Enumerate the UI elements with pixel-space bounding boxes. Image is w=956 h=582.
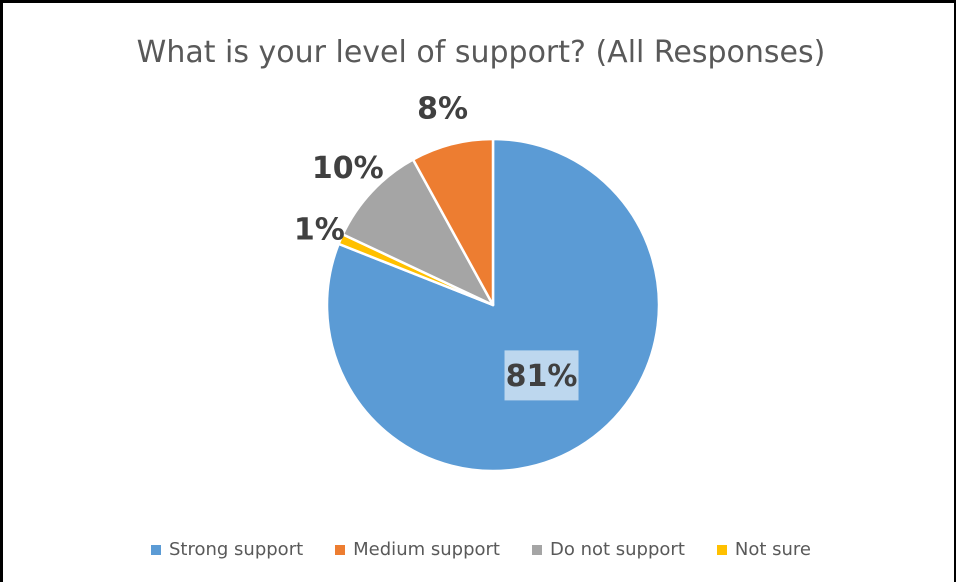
pie-chart: 81% 1% 10% 8%	[294, 91, 661, 473]
data-label-background	[504, 350, 579, 401]
legend-swatch	[335, 544, 346, 555]
legend-item-not-sure: Not sure	[716, 539, 811, 560]
legend: Strong support Medium support Do not sup…	[3, 539, 956, 560]
data-label-not-sure: 1%	[294, 212, 345, 247]
pie-slice-do-not-support	[341, 158, 495, 307]
data-label-do-not-support: 10%	[312, 151, 384, 186]
data-label-medium-support: 8%	[417, 91, 468, 126]
legend-swatch	[716, 544, 727, 555]
legend-swatch	[531, 544, 542, 555]
legend-label: Not sure	[734, 539, 811, 560]
pie-slice-medium-support	[411, 137, 495, 307]
legend-swatch	[150, 544, 161, 555]
chart-title: What is your level of support? (All Resp…	[136, 35, 826, 70]
legend-label: Medium support	[353, 539, 500, 560]
data-label-strong-support: 81%	[506, 359, 578, 394]
legend-label: Do not support	[549, 539, 685, 560]
legend-item-do-not-support: Do not support	[531, 539, 685, 560]
legend-item-strong-support: Strong support	[150, 539, 304, 560]
legend-label: Strong support	[168, 539, 304, 560]
legend-item-medium-support: Medium support	[335, 539, 500, 560]
